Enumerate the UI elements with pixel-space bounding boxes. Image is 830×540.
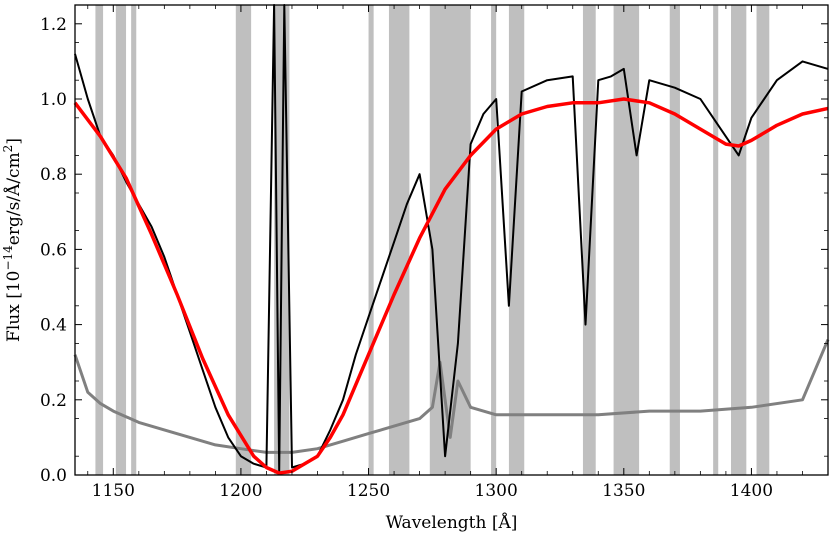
- y-axis-label-part: ]: [4, 138, 24, 145]
- masked-region: [508, 5, 525, 475]
- masked-region: [368, 5, 374, 475]
- x-axis-label: Wavelength [Å]: [386, 512, 518, 533]
- y-axis-label-part: erg/s/Å/cm: [3, 152, 24, 245]
- y-axis-label: Flux [10−14erg/s/Å/cm2]: [1, 138, 24, 342]
- masked-region: [388, 5, 410, 475]
- masked-region: [95, 5, 104, 475]
- y-tick-label: 1.0: [40, 90, 67, 110]
- y-tick-label: 0.2: [40, 391, 67, 411]
- y-tick-label: 1.2: [40, 15, 67, 35]
- x-tick-label: 1200: [219, 481, 262, 501]
- x-tick-label: 1250: [347, 481, 390, 501]
- x-tick-label: 1150: [92, 481, 135, 501]
- x-tick-label: 1350: [602, 481, 645, 501]
- masked-region: [131, 5, 137, 475]
- masked-region: [613, 5, 640, 475]
- series-group: [73, 4, 830, 475]
- y-axis-label-exponent: −14: [1, 245, 15, 271]
- y-tick-label: 0.0: [40, 466, 67, 486]
- y-axis-label-exponent: 2: [1, 145, 15, 153]
- masked-region: [235, 5, 252, 475]
- masked-region: [713, 5, 719, 475]
- series-line-model: [73, 97, 829, 475]
- series-line-error: [73, 339, 830, 454]
- x-tick-label: 1300: [475, 481, 518, 501]
- y-axis-label-part: Flux [10: [4, 271, 24, 342]
- tick-group: 1150 1200 1250 1300 1350 1400 0.0 0.2 0.4 0.6 0.8 1…: [40, 5, 829, 501]
- masked-region: [731, 5, 747, 475]
- plot-frame: [74, 4, 829, 476]
- masked-region: [491, 5, 497, 475]
- y-tick-label: 0.8: [40, 165, 67, 185]
- masked-regions: [95, 5, 770, 475]
- masked-region: [669, 5, 680, 475]
- x-tick-label: 1400: [730, 481, 773, 501]
- masked-region: [115, 5, 127, 475]
- y-tick-label: 0.4: [40, 316, 67, 336]
- y-tick-label: 0.6: [40, 240, 67, 260]
- masked-region: [756, 5, 770, 475]
